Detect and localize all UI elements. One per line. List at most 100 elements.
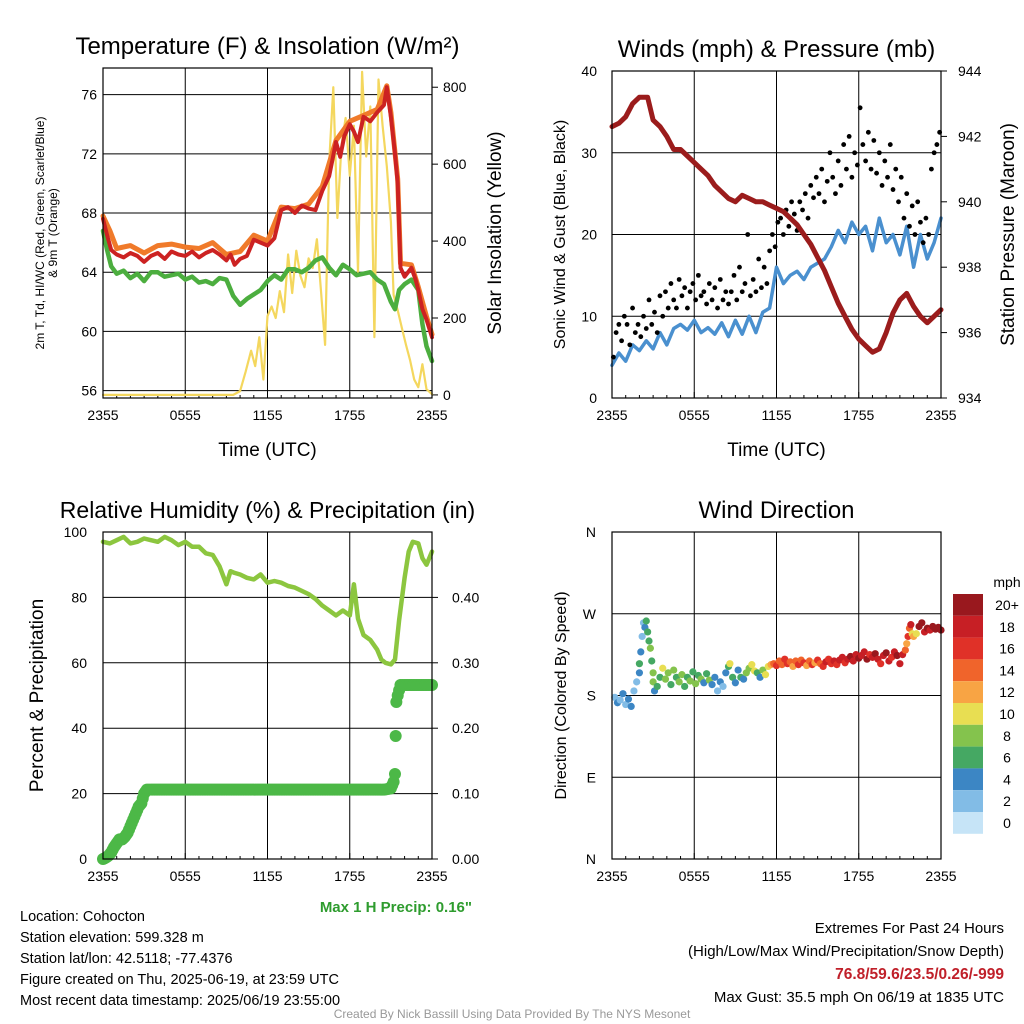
gust-point (887, 142, 893, 147)
legend-swatch (953, 659, 983, 682)
wdir-point (731, 679, 739, 687)
wdir-y-tick-label: N (586, 851, 596, 867)
legend-swatch (953, 746, 983, 769)
wind-y2-tick-label: 934 (958, 390, 982, 406)
wdir-y-tick-label: E (587, 769, 596, 785)
wdir-point (882, 649, 890, 657)
wdir-point (611, 693, 619, 701)
gust-point (668, 281, 674, 286)
gust-point (898, 174, 904, 180)
wind-x-tick-label: 2355 (925, 407, 956, 423)
legend-swatch (953, 812, 983, 834)
rh-y2-tick-label: 0.00 (452, 851, 479, 867)
wind-y-tick-label: 20 (581, 227, 597, 243)
legend-label: 2 (1003, 793, 1011, 809)
gust-point (663, 289, 668, 295)
gust-point (912, 232, 918, 237)
rh-y-tick-label: 20 (71, 786, 87, 802)
gust-point (800, 207, 805, 213)
wdir-point (653, 682, 661, 691)
extremes-subtitle: (High/Low/Max Wind/Precipitation/Snow De… (688, 943, 1004, 960)
legend-swatch (953, 703, 983, 725)
gust-point (627, 342, 633, 348)
gust-point (737, 264, 742, 270)
wdir-point (719, 682, 727, 691)
wdir-point (645, 637, 653, 645)
wind-x-tick-label: 1155 (761, 407, 791, 423)
wdir-point (722, 669, 730, 677)
gust-point (893, 166, 899, 172)
temp-ylabel-line: 2m T, Td, HI/WC (Red, Green, Scarlet/Blu… (33, 117, 47, 350)
gust-point (854, 162, 860, 168)
wdir-point (711, 673, 719, 681)
rh-y-tick-label: 80 (71, 589, 87, 605)
gust-point (764, 281, 770, 286)
gust-point (742, 281, 748, 286)
gust-point (778, 215, 784, 221)
gust-point (695, 272, 701, 278)
wdir-point (619, 690, 627, 698)
gust-point (753, 289, 759, 295)
legend-label: 14 (999, 662, 1015, 678)
precip-point (388, 767, 401, 780)
wdir-point (877, 660, 885, 668)
wdir-point (871, 650, 879, 658)
gust-point (786, 223, 792, 229)
gust-point (915, 199, 921, 205)
wind-y2-tick-label: 936 (958, 325, 982, 341)
gust-point (920, 240, 926, 246)
gust-point (679, 293, 685, 299)
wdir-point (638, 632, 646, 641)
gust-point (885, 174, 890, 180)
station-elevation: Station elevation: 599.328 m (20, 930, 204, 946)
wind-y2-tick-label: 942 (958, 128, 982, 144)
temp-y2-tick-label: 600 (443, 156, 467, 172)
gust-point (896, 199, 901, 205)
rh-x-tick-label: 2355 (416, 868, 447, 884)
gust-point (819, 166, 825, 172)
wdir-ylabel: Direction (Colored By Speed) (553, 591, 570, 799)
wdir-point (702, 670, 711, 678)
wdir-point (838, 653, 846, 661)
gust-point (616, 322, 622, 327)
legend-swatch (953, 768, 983, 791)
gust-point (929, 166, 934, 172)
gust-point (909, 203, 915, 209)
wdir-point (903, 640, 911, 648)
legend-label: 10 (999, 706, 1015, 722)
wind-y-tick-label: 0 (589, 390, 597, 406)
precip-point (389, 730, 402, 743)
gust-point (879, 183, 885, 188)
legend-swatch (953, 615, 983, 638)
gust-point (759, 285, 764, 291)
temp-y-tick-label: 72 (81, 146, 97, 162)
gust-point (745, 232, 751, 237)
gust-point (824, 178, 830, 184)
wdir-point (860, 648, 868, 656)
gust-point (857, 105, 863, 111)
rh-panel: Relative Humidity (%) & Precipitation (i… (27, 497, 479, 916)
gust-point (726, 301, 731, 307)
temp-line (101, 85, 434, 340)
wdir-point (675, 678, 683, 686)
temp-panel: Temperature (F) & Insolation (W/m²) 2355 0… (33, 33, 506, 461)
gust-point (865, 129, 871, 135)
wdir-point (678, 671, 686, 679)
wdir-point (700, 679, 708, 687)
wdir-point (649, 669, 657, 677)
gust-point (731, 272, 737, 278)
wdir-x-tick-label: 2355 (925, 868, 956, 884)
rh-y-tick-label: 40 (71, 720, 87, 736)
rh-y-tick-label: 100 (64, 524, 88, 540)
gust-point (890, 187, 896, 192)
pressure-line (609, 94, 944, 355)
gust-point (638, 334, 644, 340)
wdir-point (778, 661, 786, 669)
gust-point (874, 170, 879, 176)
temp-title: Temperature (F) & Insolation (W/m²) (75, 33, 459, 60)
rh-x-tick-label: 1155 (252, 868, 282, 884)
gust-point (682, 285, 688, 291)
wdir-point (661, 675, 670, 683)
gust-point (690, 281, 696, 286)
